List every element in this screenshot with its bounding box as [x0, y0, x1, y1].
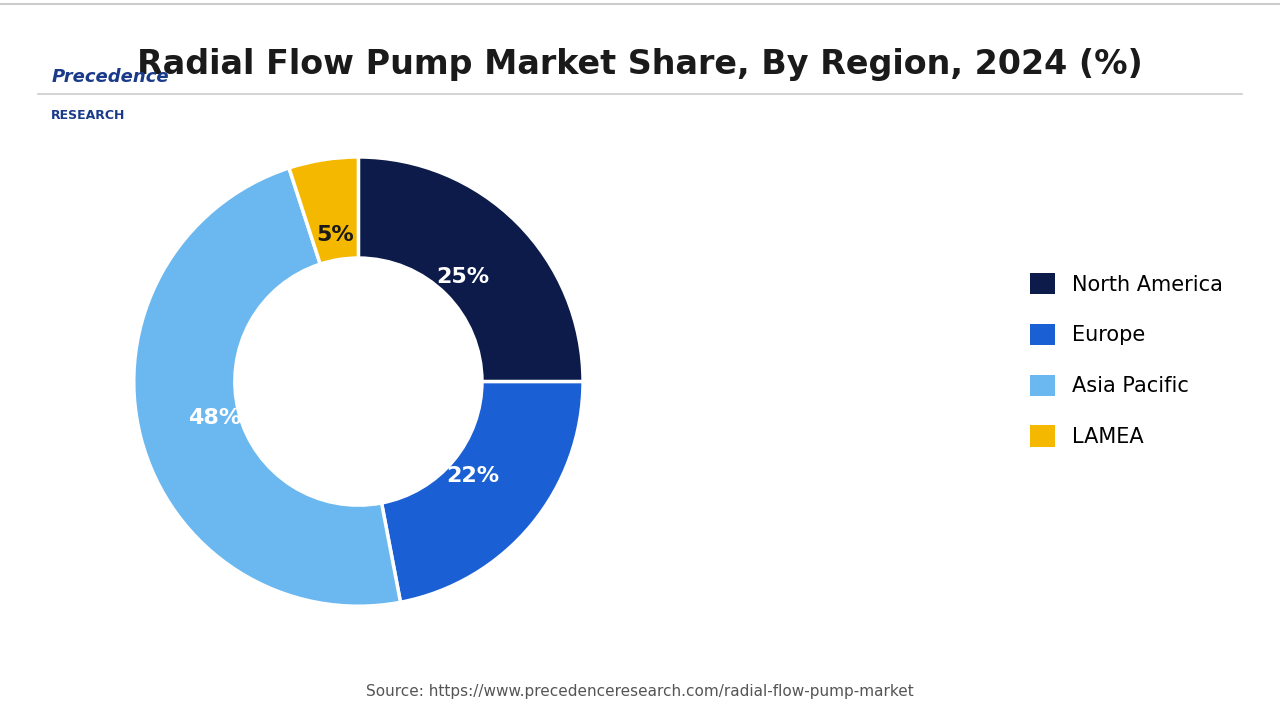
Text: 25%: 25% — [436, 267, 490, 287]
Wedge shape — [134, 168, 401, 606]
Text: 22%: 22% — [445, 466, 499, 486]
Text: Precedence: Precedence — [51, 68, 169, 86]
Text: 48%: 48% — [188, 408, 242, 428]
Wedge shape — [381, 382, 584, 602]
Legend: North America, Europe, Asia Pacific, LAMEA: North America, Europe, Asia Pacific, LAM… — [1021, 264, 1231, 456]
Text: RESEARCH: RESEARCH — [51, 109, 125, 122]
Text: Radial Flow Pump Market Share, By Region, 2024 (%): Radial Flow Pump Market Share, By Region… — [137, 48, 1143, 81]
Wedge shape — [289, 157, 358, 264]
Text: 5%: 5% — [316, 225, 355, 246]
Wedge shape — [358, 157, 584, 382]
Text: Source: https://www.precedenceresearch.com/radial-flow-pump-market: Source: https://www.precedenceresearch.c… — [366, 684, 914, 698]
